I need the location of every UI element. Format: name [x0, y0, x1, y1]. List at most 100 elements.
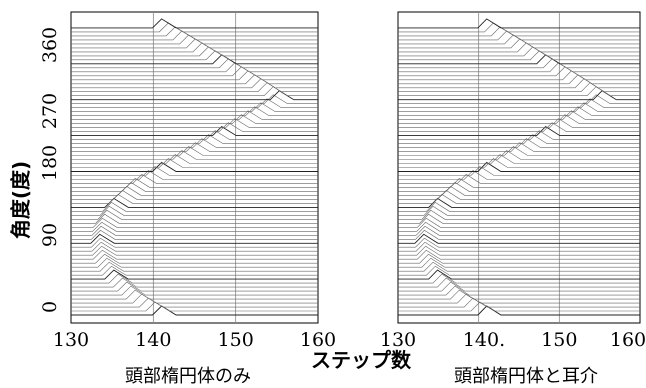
impulse-trace: [398, 249, 640, 260]
impulse-trace: [71, 74, 318, 85]
impulse-trace: [398, 58, 640, 69]
impulse-trace: [398, 237, 640, 248]
impulse-trace: [398, 30, 640, 41]
impulse-trace: [398, 130, 640, 140]
impulse-trace: [71, 237, 318, 248]
impulse-trace: [71, 277, 318, 288]
y-axis-label: 角度(度): [9, 161, 33, 239]
impulse-trace: [398, 269, 640, 280]
y-tick-label: 360: [39, 27, 61, 63]
impulse-trace: [71, 289, 318, 300]
impulse-trace: [71, 90, 318, 101]
impulse-trace: [71, 58, 318, 69]
impulse-trace: [71, 170, 318, 180]
impulse-trace: [71, 161, 318, 172]
impulse-trace: [71, 102, 318, 112]
impulse-trace: [398, 245, 640, 256]
impulse-trace: [71, 30, 318, 41]
impulse-trace: [71, 154, 318, 164]
y-tick-label: 90: [39, 223, 61, 247]
impulse-trace: [71, 285, 318, 296]
impulse-trace: [71, 66, 318, 77]
impulse-trace: [71, 178, 318, 188]
impulse-trace: [71, 229, 318, 240]
impulse-trace: [71, 202, 318, 212]
x-tick-label: 160: [610, 329, 646, 351]
impulse-trace: [71, 138, 318, 148]
impulse-trace: [398, 166, 640, 176]
impulse-trace: [71, 213, 318, 224]
impulse-trace: [398, 281, 640, 292]
traces: [398, 18, 640, 316]
impulse-trace: [71, 114, 318, 124]
impulse-trace: [71, 70, 318, 81]
impulse-trace: [398, 197, 640, 208]
impulse-trace: [71, 273, 318, 284]
impulse-trace: [71, 249, 318, 260]
impulse-trace: [398, 110, 640, 120]
panel-head-ellipsoid-and-pinna: 130 140. 150 160 頭部楕円体と耳介: [380, 11, 646, 387]
impulse-trace: [398, 154, 640, 164]
panel-caption: 頭部楕円体のみ: [125, 366, 251, 387]
impulse-trace: [398, 209, 640, 220]
y-tick-label: 270: [39, 93, 61, 129]
impulse-trace: [398, 261, 640, 272]
impulse-trace: [398, 229, 640, 240]
impulse-trace: [398, 138, 640, 148]
impulse-trace: [71, 22, 318, 33]
impulse-trace: [71, 293, 318, 304]
impulse-trace: [71, 122, 318, 132]
impulse-trace: [71, 221, 318, 232]
x-tick-label: 160: [300, 329, 336, 351]
impulse-trace: [71, 225, 318, 236]
impulse-trace: [398, 174, 640, 184]
impulse-trace: [71, 182, 318, 192]
impulse-trace: [398, 114, 640, 124]
impulse-trace: [71, 245, 318, 256]
impulse-trace: [398, 150, 640, 160]
impulse-trace: [398, 134, 640, 144]
impulse-trace: [398, 273, 640, 284]
impulse-trace: [71, 205, 318, 216]
impulse-trace: [398, 277, 640, 288]
impulse-trace: [398, 106, 640, 116]
impulse-trace: [71, 269, 318, 280]
impulse-trace: [398, 178, 640, 188]
impulse-trace: [398, 18, 640, 29]
impulse-trace: [398, 241, 640, 252]
impulse-trace: [71, 253, 318, 264]
impulse-trace: [398, 118, 640, 128]
impulse-trace: [398, 170, 640, 180]
y-tick-labels: 0 90 180 270 360: [39, 27, 61, 313]
impulse-trace: [71, 134, 318, 144]
x-tick-label: 150: [541, 329, 577, 351]
impulse-trace: [398, 221, 640, 232]
x-axis-label: ステップ数: [311, 348, 412, 372]
impulse-trace: [71, 265, 318, 276]
impulse-trace: [71, 174, 318, 184]
impulse-trace: [398, 42, 640, 53]
impulse-trace: [398, 66, 640, 77]
impulse-trace: [398, 142, 640, 152]
impulse-trace: [71, 297, 318, 308]
impulse-trace: [71, 166, 318, 176]
impulse-trace: [398, 285, 640, 296]
impulse-trace: [398, 289, 640, 300]
impulse-trace: [71, 233, 318, 244]
impulse-trace: [71, 217, 318, 228]
x-tick-label: 130: [53, 329, 89, 351]
impulse-trace: [398, 233, 640, 244]
impulse-trace: [398, 122, 640, 132]
traces: [71, 18, 318, 316]
x-tick-label: 130: [380, 329, 416, 351]
impulse-trace: [71, 98, 318, 108]
impulse-trace: [71, 38, 318, 49]
panel-head-ellipsoid-only: 130 140 150 160 0 90 180 270 360 角度(度) 頭…: [9, 11, 336, 387]
impulse-trace: [398, 78, 640, 89]
impulse-trace: [71, 78, 318, 89]
impulse-trace: [71, 106, 318, 116]
impulse-trace: [71, 130, 318, 140]
impulse-trace: [71, 209, 318, 220]
impulse-trace: [71, 146, 318, 156]
impulse-trace: [398, 205, 640, 216]
